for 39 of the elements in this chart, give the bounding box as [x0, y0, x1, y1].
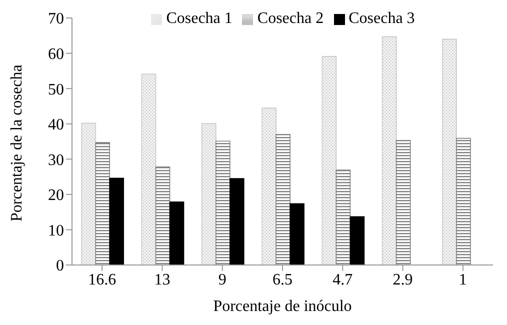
y-axis-title: Porcentaje de la cosecha — [8, 64, 26, 222]
bar — [95, 142, 110, 265]
x-tick-label: 16.6 — [88, 271, 116, 288]
bar — [230, 178, 244, 265]
bar — [456, 138, 471, 265]
bar — [141, 74, 156, 265]
x-tick-label: 9 — [218, 271, 226, 288]
y-tick-label: 60 — [48, 46, 64, 63]
bar — [262, 108, 276, 265]
y-tick-label: 40 — [48, 116, 64, 134]
y-tick-label: 50 — [48, 81, 64, 98]
legend-label: Cosecha 3 — [348, 10, 415, 27]
bar — [202, 123, 216, 265]
bar — [382, 36, 397, 265]
x-tick-label: 6.5 — [272, 271, 292, 288]
bar — [216, 140, 230, 265]
x-tick-label: 2.9 — [392, 271, 413, 288]
bar — [336, 170, 351, 265]
legend-label: Cosecha 1 — [166, 10, 232, 27]
bar — [81, 122, 96, 265]
x-tick-label: 4.7 — [332, 271, 353, 288]
x-tick-label: 1 — [458, 271, 467, 288]
bar — [290, 203, 304, 265]
y-tick-label: 0 — [56, 258, 64, 275]
bar — [396, 140, 411, 265]
y-tick-label: 10 — [48, 222, 64, 240]
legend-label: Cosecha 2 — [257, 10, 324, 27]
bar — [276, 134, 290, 265]
bar — [169, 201, 184, 265]
x-tick-label: 13 — [154, 271, 170, 288]
bar — [442, 38, 457, 265]
y-tick-label: 20 — [48, 187, 64, 204]
bar — [322, 56, 337, 265]
x-axis-title: Porcentaje de inóculo — [213, 298, 352, 315]
bar — [109, 178, 124, 265]
y-tick-label: 70 — [48, 10, 64, 28]
bar — [350, 216, 365, 265]
y-tick-label: 30 — [48, 152, 64, 169]
bar — [155, 166, 170, 265]
